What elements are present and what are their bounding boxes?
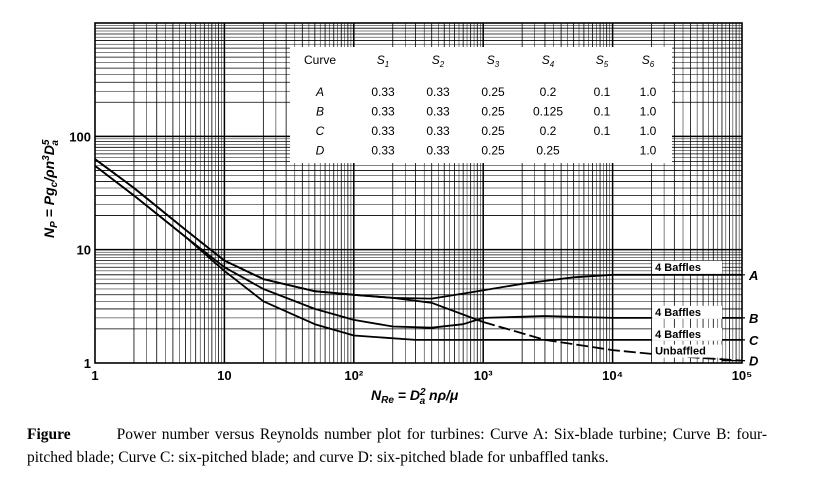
table-cell: 1.0 [640,124,657,138]
caption-label: Figure [27,426,71,443]
annotation-a: 4 Baffles [655,262,701,274]
table-cell: D [316,144,325,158]
x-tick-label: 10³ [474,368,493,383]
x-axis-label: NRe = D2 a nρ/μ [371,387,459,407]
y-tick-label: 1 [84,356,91,371]
annotation-b: 4 Baffles [655,307,701,319]
table-background [290,47,672,163]
y-axis-label: NP = Pgc/ρn3D5a [41,139,61,238]
table-header-0: Curve [304,53,336,67]
table-cell: 0.25 [536,144,560,158]
table-cell: 1.0 [640,105,657,119]
svg-text:NRe = D2a nρ/μ: NRe = D2 a nρ/μ [371,387,459,407]
annotation-c: 4 Baffles [655,329,701,341]
table-cell: 0.125 [533,105,563,119]
power-number-chart: Curve S1 S2 S3 S4 S5 S6 A 0.33 0.33 0.25 0.2 0.1 1.0 B… [41,22,759,407]
series-c-line [94,165,742,341]
table-cell: 1.0 [640,85,657,99]
x-tick-label: 10⁴ [602,368,623,383]
table-cell: A [315,85,324,99]
curve-label-c: C [749,333,759,348]
table-cell: C [316,124,325,138]
annotation-d: Unbaffled [655,346,706,358]
curve-annotations: 4 Baffles A 4 Baffles B 4 Baffles C Unbaffled D [652,260,759,369]
table-cell: 0.33 [371,124,395,138]
axis-labels: NRe = D2 a nρ/μ NP = Pgc/ρn3D5a [41,139,459,407]
table-header-6: S6 [642,53,655,69]
table-cell: B [316,105,324,119]
table-cell: 0.25 [481,85,505,99]
table-cell: 0.33 [371,144,395,158]
series-d-dashed-line [482,321,743,362]
table-cell: 0.33 [371,105,395,119]
x-tick-label: 10⁵ [732,368,753,383]
figure-caption: Figure Power number versus Reynolds numbe… [27,423,767,469]
y-tick-label: 10 [77,243,91,258]
table-header-5: S5 [596,53,609,69]
table-cell: 0.25 [481,124,505,138]
x-tick-label: 1 [91,368,98,383]
svg-text:NP = Pgc/ρn3D5a: NP = Pgc/ρn3D5a [41,139,61,238]
table-cell: 0.33 [371,85,395,99]
annotation-bg-b [652,305,722,319]
parameter-table: Curve S1 S2 S3 S4 S5 S6 A 0.33 0.33 0.25 0.2 0.1 1.0 B… [290,47,672,163]
series-d-line [94,158,484,323]
table-cell: 0.33 [426,105,450,119]
curves [94,158,743,362]
table-header-4: S4 [542,53,555,69]
series-b-line [94,165,742,329]
table-cell: 0.1 [594,105,611,119]
table-cell: 0.1 [594,85,611,99]
table-cell: 1.0 [640,144,657,158]
curve-label-d: D [749,354,759,369]
table-header-2: S2 [432,53,445,69]
table-header-3: S3 [487,53,500,69]
x-tick-label: 10 [217,368,231,383]
tick-labels: 1 10 10² 10³ 10⁴ 10⁵ 1 10 100 [69,129,752,383]
annotation-bg-a [652,260,722,274]
curve-label-a: A [748,268,758,283]
table-cell: 0.1 [594,124,611,138]
table-cell: 0.2 [540,85,557,99]
table-cell: 0.33 [426,124,450,138]
x-tick-label: 10² [344,368,363,383]
curve-label-b: B [749,311,758,326]
table-cell: 0.25 [481,144,505,158]
table-cell: 0.25 [481,105,505,119]
table-header-1: S1 [377,53,389,69]
table-cell: 0.33 [426,85,450,99]
series-a-line [94,158,742,300]
caption-text: Power number versus Reynolds number plot… [27,426,767,466]
y-tick-label: 100 [69,129,91,144]
table-cell: 0.33 [426,144,450,158]
table-cell: 0.2 [540,124,557,138]
plot-frame [94,22,743,364]
annotation-bg-d [652,344,722,358]
annotation-bg-c [652,327,722,341]
